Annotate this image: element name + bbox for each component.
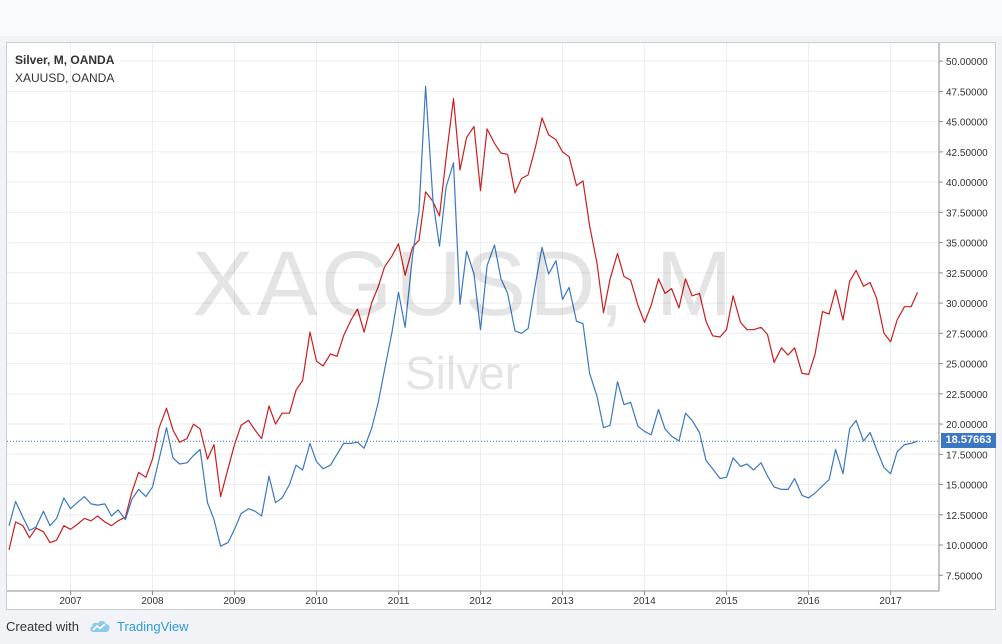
x-tick-label: 2011: [388, 596, 410, 607]
x-tick-label: 2008: [141, 596, 164, 607]
tradingview-cloud-icon[interactable]: [89, 618, 111, 634]
top-strip: [0, 0, 1002, 36]
x-tick-label: 2012: [469, 596, 492, 607]
legend-silver[interactable]: Silver, M, OANDA: [15, 53, 115, 67]
y-tick-label: 42.50000: [946, 148, 988, 159]
y-tick-label: 12.50000: [946, 511, 988, 522]
y-tick-label: 10.00000: [946, 541, 988, 552]
y-tick-label: 30.00000: [946, 299, 988, 310]
y-tick-label: 22.50000: [946, 390, 988, 401]
watermark-symbol: XAGUSD, M: [192, 233, 736, 335]
x-tick-label: 2014: [633, 596, 656, 607]
y-tick-label: 25.00000: [946, 360, 988, 371]
x-tick-label: 2013: [551, 596, 574, 607]
y-tick-label: 35.00000: [946, 239, 988, 250]
tradingview-link[interactable]: TradingView: [116, 618, 189, 634]
footer: Created with TradingView: [6, 618, 189, 634]
y-tick-label: 50.00000: [946, 57, 988, 68]
y-tick-label: 47.50000: [946, 87, 988, 98]
x-tick-label: 2017: [879, 596, 902, 607]
y-tick-label: 15.00000: [946, 481, 988, 492]
legend-gold[interactable]: XAUUSD, OANDA: [15, 71, 115, 85]
x-tick-label: 2015: [715, 596, 738, 607]
y-tick-label: 40.00000: [946, 178, 988, 189]
watermark-name: Silver: [405, 347, 521, 399]
series-line: [8, 98, 919, 551]
y-tick-label: 27.50000: [946, 329, 988, 340]
y-tick-label: 7.50000: [946, 571, 983, 582]
x-tick-label: 2007: [59, 596, 82, 607]
y-tick-label: 45.00000: [946, 118, 988, 129]
y-tick-label: 32.50000: [946, 269, 988, 280]
last-price-badge: 18.57663: [941, 433, 996, 449]
x-tick-label: 2016: [797, 596, 820, 607]
y-tick-label: 17.50000: [946, 450, 988, 461]
series-line: [8, 85, 918, 547]
chart-panel: [6, 42, 996, 610]
created-with-label: Created with: [6, 618, 79, 634]
y-tick-label: 37.50000: [946, 208, 988, 219]
y-tick-label: 20.00000: [946, 420, 988, 431]
x-tick-label: 2010: [305, 596, 328, 607]
x-tick-label: 2009: [223, 596, 246, 607]
